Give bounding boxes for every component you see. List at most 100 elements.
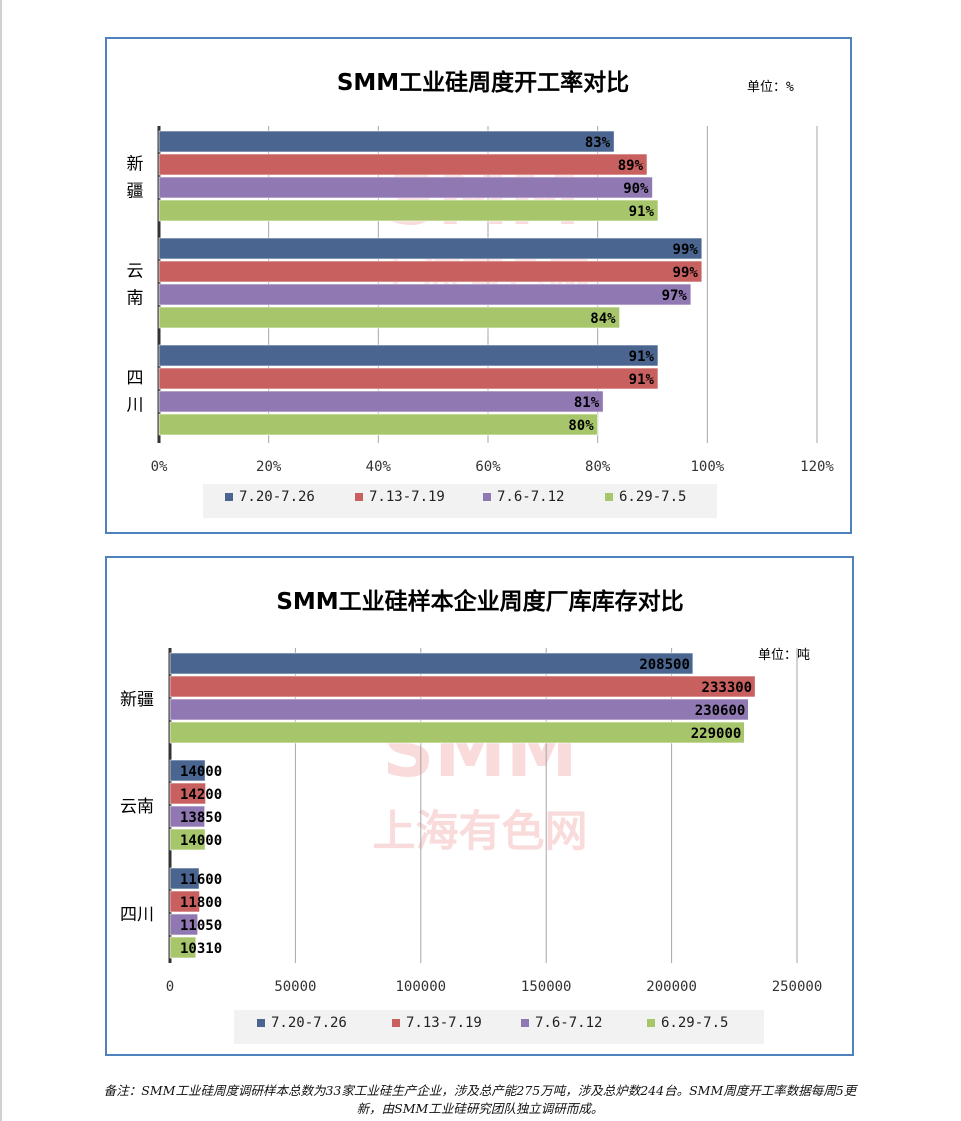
bar xyxy=(169,913,199,936)
x-tick-label: 20% xyxy=(256,459,282,475)
data-label: 13850 xyxy=(180,810,222,826)
data-label: 90% xyxy=(623,181,649,197)
data-label: 89% xyxy=(618,158,644,174)
bar xyxy=(169,721,745,744)
page-left-rule xyxy=(0,0,2,1121)
category-label: 川 xyxy=(127,396,144,416)
bar xyxy=(158,176,653,199)
category-label: 新疆 xyxy=(120,690,154,710)
chart-title: SMM工业硅周度开工率对比 xyxy=(337,69,629,96)
data-label: 83% xyxy=(585,135,611,151)
x-tick-label: 250000 xyxy=(772,979,823,995)
x-tick-label: 60% xyxy=(475,459,501,475)
bar xyxy=(169,805,206,828)
data-label: 10310 xyxy=(180,941,222,957)
data-label: 91% xyxy=(629,349,655,365)
legend-swatch xyxy=(225,493,233,501)
data-label: 230600 xyxy=(695,703,746,719)
data-label: 14000 xyxy=(180,764,222,780)
legend-label: 7.13-7.19 xyxy=(369,489,445,505)
inventory-chart-panel: SMM 上海有色网 SMM工业硅样本企业周度厂库库存对比 单位：吨 208500… xyxy=(105,556,854,1056)
legend: 7.20-7.26 7.13-7.19 7.6-7.12 6.29-7.5 xyxy=(234,1010,764,1044)
legend-swatch xyxy=(392,1019,400,1027)
data-label: 11050 xyxy=(180,918,222,934)
unit-label: 单位：% xyxy=(747,80,794,95)
data-label: 14000 xyxy=(180,833,222,849)
bar xyxy=(158,130,615,153)
x-tick-label: 0% xyxy=(151,459,168,475)
category-label: 云 xyxy=(127,262,144,282)
data-label: 11800 xyxy=(180,895,222,911)
legend-swatch xyxy=(483,493,491,501)
bar xyxy=(158,237,703,260)
legend-label: 7.20-7.26 xyxy=(271,1015,347,1031)
operating-rate-chart-panel: SMM 上海有色网 SMM工业硅周度开工率对比 单位：% 83%89%90%91… xyxy=(105,37,852,534)
legend-label: 6.29-7.5 xyxy=(619,489,686,505)
data-label: 233300 xyxy=(702,680,753,696)
bar xyxy=(169,675,756,698)
data-label: 91% xyxy=(629,204,655,220)
data-label: 14200 xyxy=(180,787,222,803)
x-tick-label: 0 xyxy=(166,979,174,995)
bar xyxy=(169,759,206,782)
category-label: 四川 xyxy=(120,905,154,925)
legend-label: 7.6-7.12 xyxy=(497,489,564,505)
data-label: 80% xyxy=(568,418,594,434)
inventory-chart: SMM 上海有色网 SMM工业硅样本企业周度厂库库存对比 单位：吨 208500… xyxy=(120,588,823,1044)
x-tick-label: 150000 xyxy=(521,979,572,995)
x-tick-label: 80% xyxy=(585,459,611,475)
bar xyxy=(158,260,703,283)
bar xyxy=(169,936,197,959)
data-label: 81% xyxy=(574,395,600,411)
category-label: 疆 xyxy=(127,182,144,202)
bar xyxy=(158,367,659,390)
category-label: 新 xyxy=(127,155,144,175)
footnote: 备注：SMM工业硅周度调研样本总数为33家工业硅生产企业，涉及总产能275万吨，… xyxy=(103,1083,857,1116)
bar xyxy=(158,390,604,413)
bar xyxy=(169,652,694,675)
legend-label: 7.20-7.26 xyxy=(239,489,315,505)
legend-swatch xyxy=(605,493,613,501)
x-tick-label: 100000 xyxy=(396,979,447,995)
chart-title: SMM工业硅样本企业周度厂库库存对比 xyxy=(276,588,683,615)
watermark-cn: 上海有色网 xyxy=(373,807,588,857)
legend-swatch xyxy=(355,493,363,501)
bar xyxy=(158,306,620,329)
unit-label: 单位：吨 xyxy=(758,648,810,663)
bar xyxy=(158,283,692,306)
bar xyxy=(158,153,648,176)
data-label: 208500 xyxy=(639,657,690,673)
x-tick-label: 50000 xyxy=(274,979,316,995)
watermark-smm: SMM xyxy=(382,709,577,793)
data-label: 11600 xyxy=(180,872,222,888)
legend-label: 7.6-7.12 xyxy=(535,1015,602,1031)
data-label: 99% xyxy=(673,242,699,258)
data-label: 97% xyxy=(662,288,688,304)
legend-swatch xyxy=(647,1019,655,1027)
legend: 7.20-7.26 7.13-7.19 7.6-7.12 6.29-7.5 xyxy=(203,484,717,518)
x-tick-label: 200000 xyxy=(646,979,697,995)
category-label: 南 xyxy=(127,289,144,309)
bar xyxy=(169,782,206,805)
bar xyxy=(158,413,598,436)
data-label: 91% xyxy=(629,372,655,388)
data-label: 229000 xyxy=(691,726,742,742)
category-label: 四 xyxy=(127,369,144,389)
data-label: 84% xyxy=(590,311,616,327)
bar xyxy=(169,828,206,851)
legend-swatch xyxy=(257,1019,265,1027)
bar xyxy=(169,698,749,721)
bar xyxy=(169,890,200,913)
legend-label: 7.13-7.19 xyxy=(406,1015,482,1031)
x-tick-label: 120% xyxy=(800,459,834,475)
legend-label: 6.29-7.5 xyxy=(661,1015,728,1031)
legend-swatch xyxy=(521,1019,529,1027)
category-label: 云南 xyxy=(120,797,154,817)
bar xyxy=(169,867,200,890)
x-tick-label: 40% xyxy=(366,459,392,475)
bar xyxy=(158,199,659,222)
bar xyxy=(158,344,659,367)
x-tick-label: 100% xyxy=(690,459,724,475)
operating-rate-chart: SMM 上海有色网 SMM工业硅周度开工率对比 单位：% 83%89%90%91… xyxy=(127,69,834,518)
data-label: 99% xyxy=(673,265,699,281)
